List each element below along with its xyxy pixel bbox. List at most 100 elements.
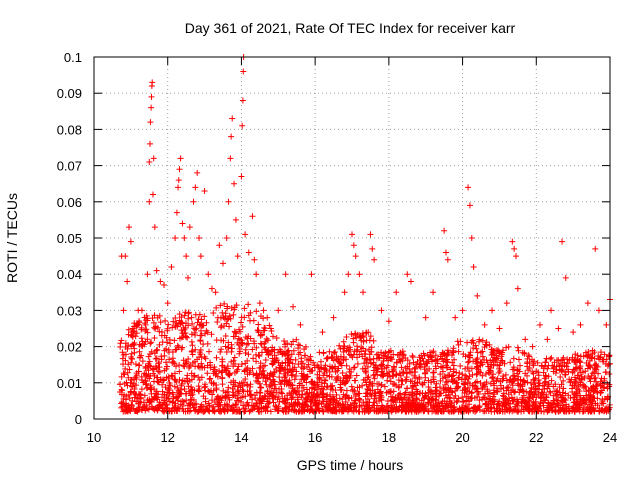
data-points — [116, 54, 613, 415]
data-point — [148, 104, 155, 111]
data-point — [481, 321, 488, 328]
data-point — [422, 314, 429, 321]
data-point-noise — [435, 399, 442, 406]
data-point — [175, 177, 182, 184]
data-point-noise — [146, 362, 152, 369]
data-point-noise — [156, 341, 163, 348]
data-point-noise — [329, 382, 336, 389]
data-point-noise — [321, 377, 328, 384]
data-point-noise — [505, 391, 512, 398]
data-point-noise — [543, 373, 550, 380]
data-point-noise — [201, 384, 208, 391]
data-point-noise — [500, 385, 507, 392]
data-point — [208, 285, 215, 292]
data-point — [212, 289, 219, 296]
data-point — [151, 224, 158, 231]
data-point-noise — [348, 383, 355, 390]
data-point-noise — [546, 388, 553, 395]
data-point-noise — [389, 393, 396, 400]
data-point-noise — [216, 408, 223, 415]
x-tick-label: 20 — [455, 430, 469, 445]
data-point — [503, 300, 510, 307]
data-point-noise — [545, 407, 552, 414]
data-point-noise — [189, 342, 196, 349]
data-point-noise — [141, 392, 148, 399]
data-point-noise — [206, 376, 213, 383]
data-point-noise — [120, 395, 127, 402]
data-point-noise — [225, 339, 232, 346]
data-point-noise — [271, 381, 278, 388]
data-point-noise — [338, 408, 345, 415]
data-point-noise — [253, 308, 260, 315]
data-point-noise — [358, 348, 365, 355]
data-point-noise — [440, 350, 447, 357]
data-point-noise — [593, 366, 600, 373]
data-point — [468, 235, 475, 241]
data-point — [282, 271, 289, 278]
data-point-noise — [279, 407, 286, 414]
data-point-noise — [202, 330, 209, 337]
data-point — [536, 321, 543, 328]
grid-lines — [94, 57, 610, 419]
data-point-noise — [136, 348, 143, 355]
data-point — [369, 245, 376, 252]
data-point — [577, 321, 584, 328]
data-point-noise — [244, 357, 251, 364]
data-point-noise — [204, 362, 211, 369]
data-point-noise — [500, 390, 507, 397]
data-point-noise — [480, 394, 487, 401]
data-point — [319, 329, 326, 336]
data-point-noise — [281, 338, 288, 345]
data-point-noise — [288, 396, 295, 403]
data-point-noise — [408, 392, 415, 399]
data-point-noise — [462, 372, 469, 379]
data-point-noise — [582, 368, 589, 375]
data-point-noise — [323, 396, 330, 403]
data-point-noise — [514, 380, 521, 387]
data-point-noise — [203, 327, 210, 334]
data-point-noise — [129, 332, 136, 339]
data-point — [367, 231, 374, 238]
data-point-noise — [528, 385, 535, 392]
data-point-noise — [343, 356, 350, 363]
data-point-noise — [307, 403, 314, 410]
data-point-noise — [272, 406, 278, 413]
data-point-noise — [233, 408, 240, 415]
data-point-noise — [419, 402, 426, 409]
data-point-noise — [188, 376, 195, 383]
data-point-noise — [567, 379, 574, 386]
data-point-noise — [371, 408, 378, 415]
data-point-noise — [185, 322, 192, 329]
data-point-noise — [147, 398, 154, 405]
data-point-noise — [449, 373, 456, 380]
data-point-noise — [286, 366, 293, 373]
data-point-noise — [541, 383, 548, 390]
data-point-noise — [265, 400, 272, 407]
y-tick-labels: 0 0.01 0.02 0.03 0.04 0.05 0.06 0.07 0.08 0.09 0.1 — [57, 50, 82, 427]
data-point-noise — [276, 367, 283, 374]
data-point-noise — [290, 338, 297, 345]
data-point — [297, 321, 304, 328]
data-point-noise — [309, 385, 316, 392]
data-point-noise — [249, 346, 256, 353]
data-point — [186, 224, 193, 231]
data-point-noise — [181, 363, 188, 370]
data-point-noise — [455, 383, 462, 390]
data-point-noise — [135, 390, 142, 397]
data-point — [131, 339, 138, 346]
data-point-noise — [266, 383, 273, 390]
data-point — [360, 289, 367, 296]
data-point — [522, 336, 529, 343]
data-point-noise — [500, 347, 507, 354]
data-point-noise — [590, 383, 597, 390]
data-point-noise — [371, 402, 378, 409]
data-point-noise — [484, 386, 491, 393]
data-point-noise — [239, 383, 246, 390]
data-point-noise — [133, 322, 140, 329]
x-tick-label: 16 — [308, 430, 322, 445]
data-point-noise — [170, 358, 177, 365]
data-point-noise — [170, 393, 177, 400]
data-point — [149, 79, 156, 86]
data-point-noise — [366, 356, 373, 363]
data-point-noise — [129, 397, 136, 404]
